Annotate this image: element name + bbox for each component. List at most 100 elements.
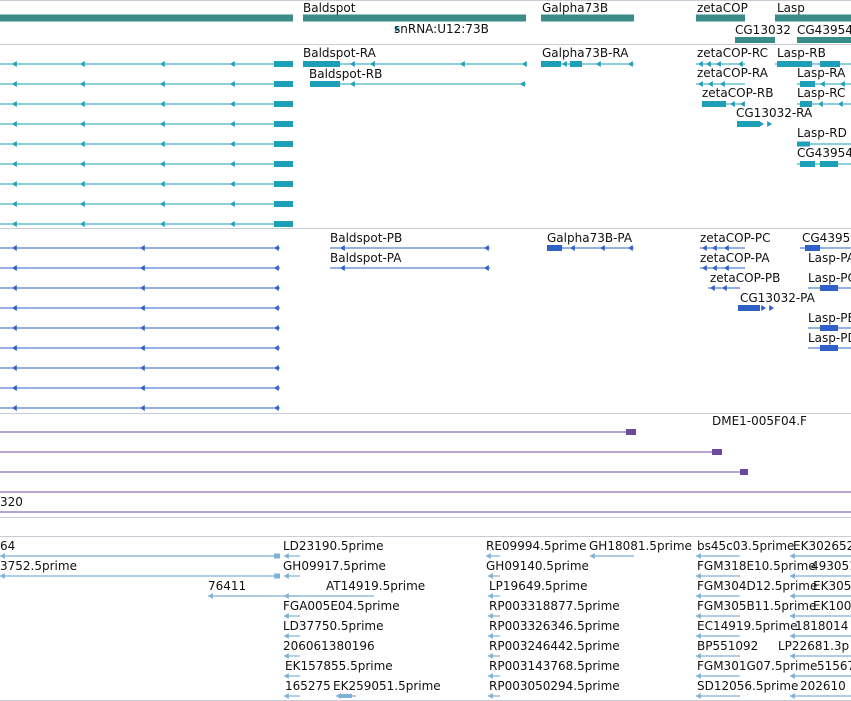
feature-block[interactable] bbox=[274, 573, 280, 579]
strand-arrow[interactable] bbox=[488, 673, 493, 679]
feature-label[interactable]: Lasp-PD bbox=[808, 331, 851, 345]
strand-arrow[interactable] bbox=[230, 221, 235, 227]
feature-block[interactable] bbox=[740, 469, 748, 475]
feature-label[interactable]: CG43954 bbox=[797, 23, 851, 37]
feature-label[interactable]: RP003326346.5prime bbox=[489, 619, 620, 633]
feature-label[interactable]: FGA005E04.5prime bbox=[283, 599, 400, 613]
strand-arrow[interactable] bbox=[767, 121, 772, 127]
strand-arrow[interactable] bbox=[724, 245, 729, 251]
strand-arrow[interactable] bbox=[722, 285, 727, 291]
strand-arrow[interactable] bbox=[698, 61, 703, 67]
strand-arrow[interactable] bbox=[274, 265, 279, 271]
strand-arrow[interactable] bbox=[761, 305, 766, 311]
strand-arrow[interactable] bbox=[790, 573, 795, 579]
strand-arrow[interactable] bbox=[284, 553, 289, 559]
feature-label[interactable]: Lasp bbox=[777, 1, 805, 15]
feature-label[interactable]: LP19649.5prime bbox=[489, 579, 588, 593]
strand-arrow[interactable] bbox=[274, 245, 279, 251]
strand-arrow[interactable] bbox=[274, 365, 279, 371]
feature-block[interactable] bbox=[274, 161, 293, 167]
strand-arrow[interactable] bbox=[488, 693, 493, 699]
feature-label[interactable]: bs45c03.5prime bbox=[697, 539, 795, 553]
feature-label[interactable]: RP003246442.5prime bbox=[489, 639, 620, 653]
feature-label[interactable]: CG13032-PA bbox=[740, 291, 815, 305]
feature-block[interactable] bbox=[274, 553, 280, 559]
strand-arrow[interactable] bbox=[12, 405, 17, 411]
feature-block[interactable] bbox=[310, 81, 340, 87]
strand-arrow[interactable] bbox=[274, 285, 279, 291]
feature-block[interactable] bbox=[775, 14, 851, 22]
feature-label[interactable]: GH09917.5prime bbox=[283, 559, 386, 573]
strand-arrow[interactable] bbox=[80, 81, 85, 87]
strand-arrow[interactable] bbox=[696, 653, 701, 659]
strand-arrow[interactable] bbox=[284, 613, 289, 619]
strand-arrow[interactable] bbox=[12, 161, 17, 167]
strand-arrow[interactable] bbox=[790, 553, 795, 559]
feature-label[interactable]: CG13032 bbox=[735, 23, 791, 37]
feature-label[interactable]: EK259051.5prime bbox=[333, 679, 441, 693]
strand-arrow[interactable] bbox=[838, 101, 843, 107]
strand-arrow[interactable] bbox=[12, 345, 17, 351]
strand-arrow[interactable] bbox=[706, 61, 711, 67]
strand-arrow[interactable] bbox=[12, 61, 17, 67]
feature-label[interactable]: Lasp-RA bbox=[797, 66, 846, 80]
strand-arrow[interactable] bbox=[484, 265, 489, 271]
strand-arrow[interactable] bbox=[12, 141, 17, 147]
strand-arrow[interactable] bbox=[208, 593, 213, 599]
strand-arrow[interactable] bbox=[80, 221, 85, 227]
feature-block[interactable] bbox=[274, 61, 293, 67]
feature-block[interactable] bbox=[274, 201, 293, 207]
feature-block[interactable] bbox=[274, 81, 293, 87]
feature-block[interactable] bbox=[696, 14, 745, 22]
feature-label[interactable]: 320 bbox=[0, 495, 23, 509]
feature-label[interactable]: SD12056.5prime bbox=[697, 679, 799, 693]
strand-arrow[interactable] bbox=[140, 285, 145, 291]
strand-arrow[interactable] bbox=[740, 101, 745, 107]
feature-label[interactable]: Baldspot-PB bbox=[330, 231, 403, 245]
feature-label[interactable]: Lasp-PA bbox=[808, 251, 851, 265]
strand-arrow[interactable] bbox=[140, 265, 145, 271]
strand-arrow[interactable] bbox=[712, 265, 717, 271]
strand-arrow[interactable] bbox=[230, 121, 235, 127]
strand-arrow[interactable] bbox=[284, 673, 289, 679]
strand-arrow[interactable] bbox=[696, 673, 701, 679]
feature-label[interactable]: Lasp-RD bbox=[797, 126, 847, 140]
strand-arrow[interactable] bbox=[0, 573, 5, 579]
strand-arrow[interactable] bbox=[600, 245, 605, 251]
feature-label[interactable]: Galpha73B-RA bbox=[542, 46, 629, 60]
feature-block[interactable] bbox=[274, 181, 293, 187]
feature-block[interactable] bbox=[340, 694, 352, 698]
feature-block[interactable] bbox=[541, 61, 561, 67]
feature-block[interactable] bbox=[797, 37, 851, 43]
feature-label[interactable]: GH09140.5prime bbox=[486, 559, 589, 573]
strand-arrow[interactable] bbox=[724, 265, 729, 271]
strand-arrow[interactable] bbox=[488, 633, 493, 639]
strand-arrow[interactable] bbox=[230, 141, 235, 147]
strand-arrow[interactable] bbox=[702, 265, 707, 271]
strand-arrow[interactable] bbox=[628, 61, 633, 67]
feature-label[interactable]: FGM304D12.5prime bbox=[697, 579, 818, 593]
feature-label[interactable]: 1818014 bbox=[795, 619, 849, 633]
strand-arrow[interactable] bbox=[274, 325, 279, 331]
feature-block[interactable] bbox=[303, 61, 340, 67]
strand-arrow[interactable] bbox=[274, 385, 279, 391]
strand-arrow[interactable] bbox=[140, 385, 145, 391]
strand-arrow[interactable] bbox=[12, 121, 17, 127]
strand-arrow[interactable] bbox=[596, 61, 601, 67]
feature-label[interactable]: FGM305B11.5prime bbox=[697, 599, 817, 613]
feature-block[interactable] bbox=[820, 285, 838, 291]
strand-arrow[interactable] bbox=[698, 81, 703, 87]
feature-label[interactable]: 206061380196 bbox=[283, 639, 375, 653]
strand-arrow[interactable] bbox=[160, 181, 165, 187]
feature-label[interactable]: DME1-005F04.F bbox=[712, 414, 807, 428]
feature-block[interactable] bbox=[274, 221, 293, 227]
strand-arrow[interactable] bbox=[12, 265, 17, 271]
feature-label[interactable]: Lasp-RB bbox=[777, 46, 826, 60]
feature-block[interactable] bbox=[547, 245, 562, 251]
feature-label[interactable]: LP22681.3p bbox=[778, 639, 850, 653]
feature-block[interactable] bbox=[0, 14, 293, 22]
strand-arrow[interactable] bbox=[284, 593, 289, 599]
strand-arrow[interactable] bbox=[160, 221, 165, 227]
feature-label[interactable]: Baldspot-RA bbox=[303, 46, 376, 60]
feature-block[interactable] bbox=[805, 245, 820, 251]
